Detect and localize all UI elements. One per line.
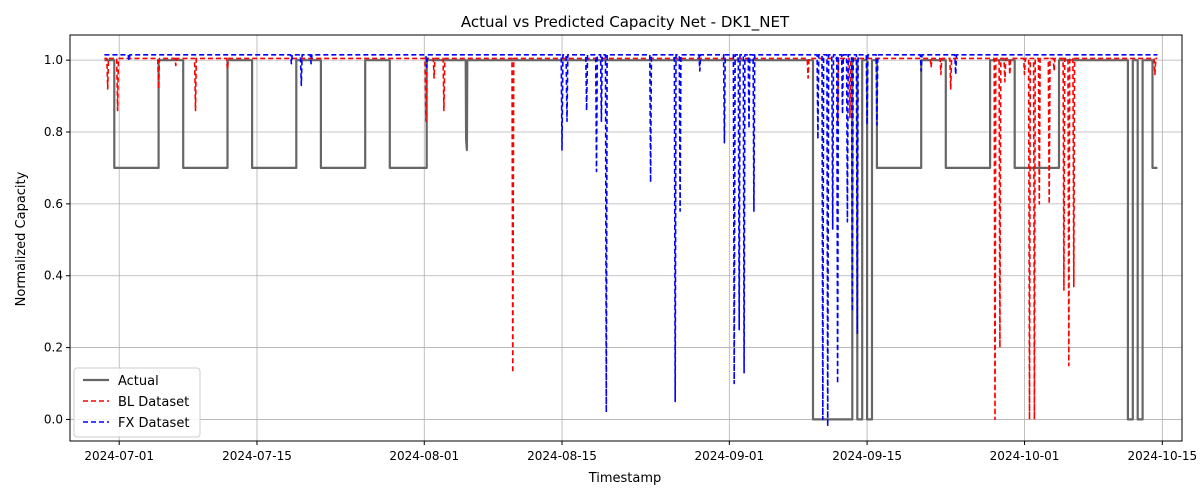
legend-label: FX Dataset xyxy=(118,416,189,431)
y-tick-label: 0.6 xyxy=(44,197,63,211)
chart-title: Actual vs Predicted Capacity Net - DK1_N… xyxy=(461,13,790,32)
x-tick-label: 2024-08-15 xyxy=(527,449,597,463)
bl-dataset-series-line xyxy=(104,57,1158,421)
fx-dataset-series-line xyxy=(104,54,1158,428)
x-tick-label: 2024-09-01 xyxy=(694,449,764,463)
plot-frame xyxy=(69,34,1183,442)
legend-label: Actual xyxy=(118,374,159,389)
y-tick-label: 0.4 xyxy=(44,269,63,283)
y-tick-label: 0.0 xyxy=(44,412,63,426)
x-tick-label: 2024-07-15 xyxy=(222,449,292,463)
x-tick-label: 2024-10-01 xyxy=(990,449,1060,463)
axis-ticks: 2024-07-01 2024-07-15 2024-08-01 2024-08-15… xyxy=(44,53,1197,463)
x-tick-label: 2024-10-15 xyxy=(1127,449,1197,463)
legend-label: BL Dataset xyxy=(118,395,189,410)
y-tick-label: 0.8 xyxy=(44,125,63,139)
x-tick-label: 2024-09-15 xyxy=(832,449,902,463)
y-axis-title: Normalized Capacity xyxy=(14,171,29,306)
x-tick-label: 2024-07-01 xyxy=(84,449,154,463)
legend-box xyxy=(73,367,201,438)
x-tick-label: 2024-08-01 xyxy=(389,449,459,463)
y-tick-label: 1.0 xyxy=(44,53,63,67)
y-tick-label: 0.2 xyxy=(44,341,63,355)
series-layer xyxy=(104,54,1158,428)
x-axis-title: Timestamp xyxy=(588,471,662,486)
legend: Actual BL Dataset FX Dataset xyxy=(73,367,201,438)
